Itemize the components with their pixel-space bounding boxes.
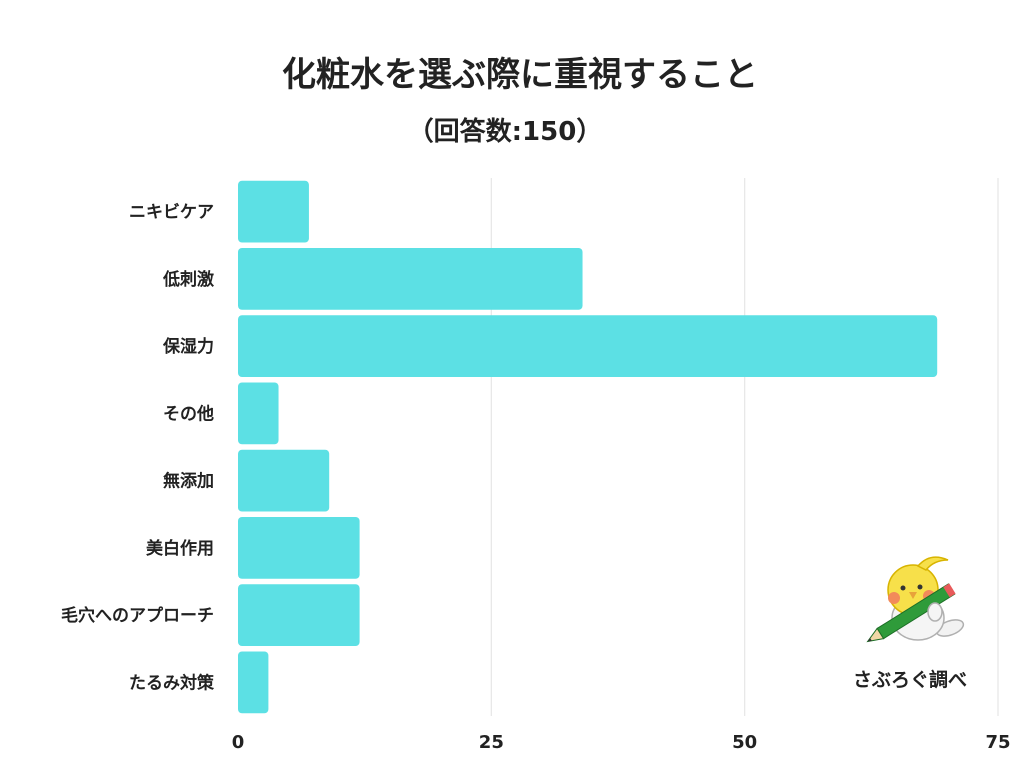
category-label: 美白作用 bbox=[146, 538, 214, 559]
bar bbox=[238, 449, 330, 512]
bar bbox=[238, 382, 279, 445]
category-label: その他 bbox=[163, 403, 214, 424]
category-label: 毛穴へのアプローチ bbox=[61, 605, 214, 626]
bar bbox=[238, 180, 309, 243]
bar bbox=[238, 584, 360, 647]
bar bbox=[238, 516, 360, 579]
x-axis-tick-labels: 0 25 50 75 bbox=[232, 732, 1011, 753]
category-label: 保湿力 bbox=[162, 336, 214, 357]
x-tick-label: 50 bbox=[732, 732, 757, 753]
bars bbox=[238, 180, 938, 714]
chart-subtitle: （回答数:150） bbox=[408, 116, 603, 147]
bar bbox=[238, 315, 938, 378]
category-label: 低刺激 bbox=[162, 269, 214, 290]
category-label: 無添加 bbox=[163, 471, 214, 492]
category-label: ニキビケア bbox=[129, 203, 214, 223]
watermark-text: さぶろぐ調べ bbox=[853, 668, 967, 691]
x-tick-label: 25 bbox=[479, 732, 504, 753]
x-tick-label: 0 bbox=[232, 732, 245, 753]
chart-title: 化粧水を選ぶ際に重視すること bbox=[282, 55, 758, 95]
x-tick-label: 75 bbox=[985, 732, 1010, 753]
category-label: たるみ対策 bbox=[129, 672, 215, 693]
bar bbox=[238, 247, 583, 310]
bird-with-pencil-icon bbox=[866, 556, 965, 643]
bar bbox=[238, 651, 269, 714]
